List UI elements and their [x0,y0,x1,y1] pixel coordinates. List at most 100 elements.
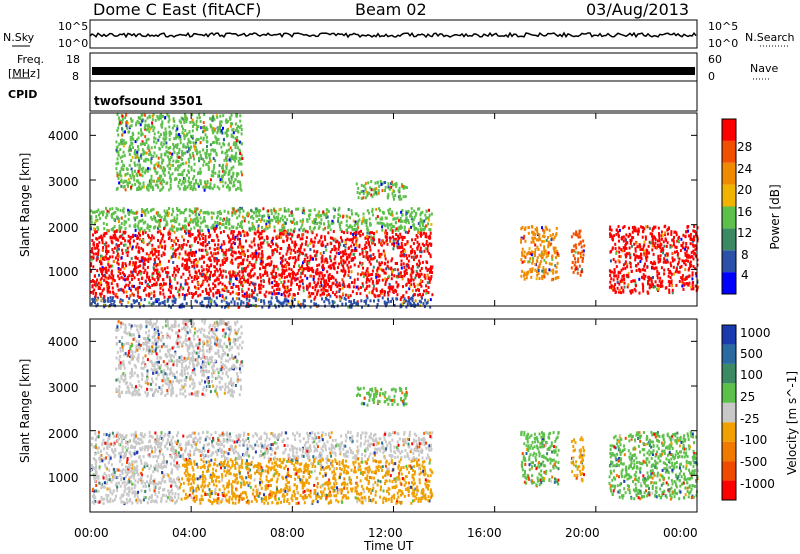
power-echo-cell [356,272,359,276]
power-echo-cell [199,293,202,297]
power-echo-cell [279,273,282,277]
power-echo-cell [173,137,176,141]
power-echo-cell [333,300,336,304]
power-echo-cell [239,234,242,237]
power-echo-cell [293,293,296,297]
power-echo-cell [185,302,188,305]
power-echo-cell [311,286,314,290]
power-echo-cell [414,213,417,217]
power-echo-cell [313,249,316,253]
power-echo-cell [288,272,290,276]
power-echo-cell [223,173,226,176]
power-echo-cell [175,236,178,240]
power-echo-cell [206,264,209,268]
power-echo-cell [188,251,191,255]
power-echo-cell [181,302,184,306]
power-echo-cell [159,165,162,169]
power-echo-cell [211,187,214,191]
power-echo-cell [259,262,262,266]
power-echo-cell [194,292,197,295]
power-echo-cell [229,238,232,242]
power-echo-cell [137,265,140,269]
power-echo-cell [168,176,171,180]
power-echo-cell [264,266,267,270]
power-echo-cell [189,248,192,252]
power-echo-cell [133,224,136,228]
power-echo-cell [258,286,261,290]
power-echo-cell [371,195,374,199]
power-echo-cell [225,128,228,132]
power-echo-cell [203,216,206,219]
power-echo-cell [132,211,135,215]
power-echo-cell [259,243,262,247]
power-echo-cell [247,287,250,291]
power-echo-cell [293,229,296,233]
power-echo-cell [548,268,551,272]
power-echo-cell [93,227,96,231]
power-echo-cell [423,249,426,253]
power-echo-cell [193,264,196,268]
power-echo-cell [354,246,357,250]
power-echo-cell [314,220,317,224]
power-echo-cell [228,170,230,174]
power-echo-cell [153,166,156,169]
power-echo-cell [251,268,254,271]
power-echo-cell [190,185,193,189]
power-echo-cell [373,293,376,297]
power-echo-cell [229,146,232,150]
power-echo-cell [141,256,144,260]
power-echo-cell [691,271,694,275]
power-echo-cell [126,277,129,281]
power-echo-cell [140,128,142,132]
power-echo-cell [341,302,344,306]
power-echo-cell [241,215,244,219]
power-echo-cell [360,263,363,267]
power-echo-cell [156,300,159,303]
power-echo-cell [173,270,176,274]
power-echo-cell [159,181,162,185]
power-echo-cell [136,294,139,298]
power-echo-cell [658,233,661,237]
power-echo-cell [351,281,353,284]
power-echo-cell [128,212,131,216]
power-echo-cell [160,232,163,236]
power-echo-cell [339,222,341,226]
power-echo-cell [366,231,369,235]
power-echo-cell [166,275,169,279]
power-echo-cell [363,246,366,250]
power-echo-cell [274,276,277,280]
power-echo-cell [302,228,304,232]
power-echo-cell [270,262,273,266]
power-echo-cell [397,242,400,246]
power-echo-cell [394,184,397,188]
power-echo-cell [355,244,358,248]
power-echo-cell [242,229,245,233]
power-echo-cell [224,151,227,155]
power-echo-cell [239,183,242,187]
power-echo-cell [267,220,270,224]
power-echo-cell [176,124,179,128]
power-echo-cell [368,242,371,246]
power-echo-cell [355,239,358,243]
power-echo-cell [211,239,213,242]
power-echo-cell [109,264,112,268]
power-echo-cell [193,157,195,161]
power-echo-cell [696,285,699,289]
power-echo-cell [219,130,222,134]
power-echo-cell [574,260,577,264]
power-echo-cell [138,285,141,289]
power-echo-cell [210,264,212,268]
power-echo-cell [529,270,532,274]
power-echo-cell [530,253,533,257]
power-echo-cell [236,186,239,190]
power-echo-cell [285,299,288,303]
power-echo-cell [138,159,140,163]
power-echo-cell [378,278,381,282]
power-echo-cell [326,270,329,274]
power-echo-cell [356,285,359,289]
power-echo-cell [267,262,270,266]
power-echo-cell [431,271,433,274]
power-echo-cell [427,222,429,226]
power-echo-cell [298,287,301,291]
power-echo-cell [174,277,177,281]
